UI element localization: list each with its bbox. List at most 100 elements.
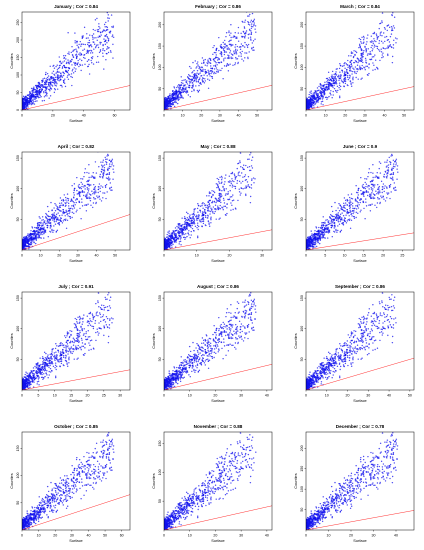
x-tick-label: 40 [236,114,240,118]
scatter-point [52,65,54,67]
scatter-point [202,59,205,62]
scatter-point [224,57,226,59]
scatter-point [107,38,110,40]
scatter-point [94,198,97,200]
scatter-point [371,50,373,52]
scatter-point [86,171,88,174]
plot-frame [305,11,415,111]
scatter-point [341,71,344,73]
scatter-point [190,79,192,81]
scatter-point [72,205,75,208]
scatter-point [239,161,241,164]
scatter-point [198,205,200,207]
scatter-point [32,232,34,235]
scatter-point [186,217,189,219]
scatter-point [215,72,217,75]
y-tick-label: 200 [300,22,304,28]
scatter-point [86,183,89,186]
scatter-point [170,106,172,108]
scatter-point [168,234,170,237]
scatter-point [242,180,244,183]
scatter-point [379,34,382,36]
scatter-point [234,207,237,209]
scatter-point [37,91,39,94]
scatter-point [33,103,36,105]
scatter-point [340,79,343,81]
scatter-point [397,149,398,150]
scatter-point [349,68,351,70]
scatter-point [104,186,107,189]
scatter-point [239,46,242,48]
scatter-point [252,40,255,42]
scatter-point [172,230,174,232]
scatter-point [334,77,336,79]
scatter-point [42,79,44,82]
scatter-point [333,73,335,76]
data-points [22,152,115,250]
scatter-point [30,103,32,106]
scatter-point [26,97,28,99]
scatter-point [188,218,190,220]
scatter-point [99,176,101,178]
scatter-point [188,65,191,68]
scatter-point [242,168,245,171]
scatter-point [87,51,89,54]
scatter-point [85,210,88,212]
scatter-point [361,77,363,79]
scatter-point [42,219,44,221]
scatter-point [89,197,92,199]
scatter-point [229,184,231,187]
scatter-point [316,87,319,89]
scatter-point [377,191,379,194]
scatter-point [107,37,109,39]
scatter-point [40,237,42,239]
scatter-point [363,207,365,210]
scatter-point [349,199,351,201]
scatter-point [170,234,172,236]
scatter-point [382,56,384,58]
scatter-point [346,211,349,213]
scatter-point [247,23,250,25]
scatter-point [232,54,234,56]
scatter-point [55,72,57,74]
scatter-point [72,72,75,74]
scatter-point [241,167,244,169]
x-tick-label: 30 [363,114,367,118]
scatter-point [376,176,378,178]
scatter-point [51,209,53,212]
scatter-point [201,79,203,81]
scatter-point [370,171,372,174]
scatter-point [228,55,230,57]
scatter-point [352,82,354,84]
scatter-point [390,25,393,28]
scatter-point [96,39,98,41]
scatter-point [318,85,320,88]
scatter-point [105,197,107,200]
scatter-point [103,192,106,194]
scatter-point [376,172,378,174]
scatter-point [392,47,395,49]
scatter-point [31,240,33,243]
scatter-point [194,208,196,210]
scatter-point [191,90,193,93]
scatter-point [326,88,329,91]
scatter-point [190,234,192,236]
scatter-point [90,44,92,46]
scatter-point [91,52,94,54]
scatter-point [215,47,218,50]
scatter-point [328,77,331,79]
scatter-point [94,185,97,188]
scatter-point [41,219,43,221]
scatter-point [79,64,82,66]
panel-2: March ; Cor = 0.840 10 20 30 40 50Surface5010… [293,4,415,123]
scatter-point [51,72,53,74]
scatter-point [67,52,69,55]
scatter-point [218,181,220,183]
scatter-point [330,94,332,96]
scatter-point [230,57,232,60]
scatter-point [106,12,109,14]
scatter-point [389,163,392,165]
scatter-point [349,74,351,77]
scatter-point [40,84,42,87]
scatter-point [39,217,41,219]
